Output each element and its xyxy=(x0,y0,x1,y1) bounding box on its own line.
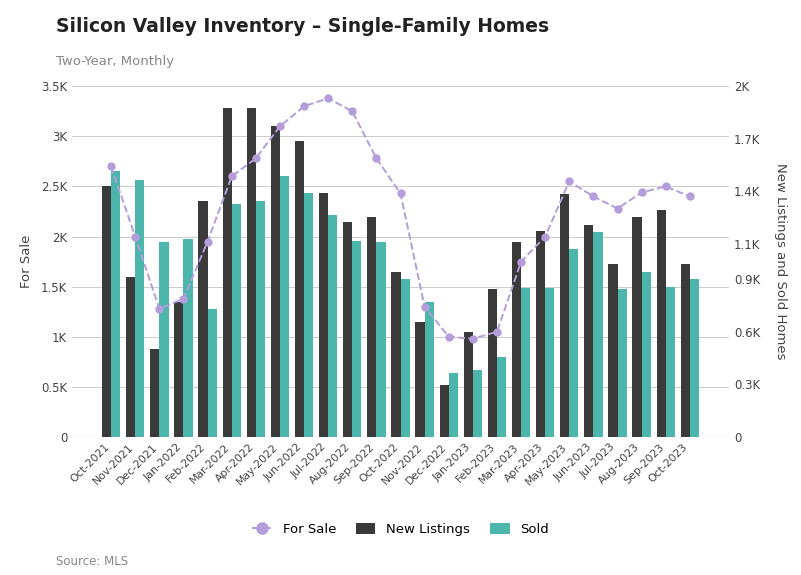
Bar xyxy=(199,201,207,437)
Bar xyxy=(440,385,449,437)
Legend: For Sale, New Listings, Sold: For Sale, New Listings, Sold xyxy=(246,516,555,543)
Bar xyxy=(271,126,280,437)
For Sale xyxy=(420,303,429,310)
For Sale xyxy=(613,205,622,212)
For Sale xyxy=(227,173,236,180)
Bar xyxy=(400,279,409,437)
Bar xyxy=(280,177,289,437)
For Sale xyxy=(324,95,333,102)
Bar xyxy=(328,214,337,437)
Bar xyxy=(295,141,304,437)
Bar xyxy=(223,108,231,437)
For Sale xyxy=(348,108,357,115)
Bar xyxy=(256,201,265,437)
Bar xyxy=(376,242,385,437)
Bar xyxy=(126,277,135,437)
Bar xyxy=(609,263,618,437)
Bar xyxy=(594,232,602,437)
For Sale xyxy=(661,183,670,190)
Bar xyxy=(207,309,217,437)
Text: Two-Year, Monthly: Two-Year, Monthly xyxy=(56,55,174,68)
Bar xyxy=(657,209,666,437)
Bar xyxy=(545,288,554,437)
For Sale xyxy=(107,163,116,170)
Bar xyxy=(584,225,594,437)
Y-axis label: For Sale: For Sale xyxy=(20,235,33,288)
Bar xyxy=(135,181,144,437)
Bar xyxy=(666,287,675,437)
Bar xyxy=(343,221,352,437)
Bar xyxy=(512,242,521,437)
For Sale xyxy=(131,233,140,240)
Bar xyxy=(150,349,159,437)
For Sale xyxy=(589,193,598,200)
For Sale xyxy=(179,295,188,302)
For Sale xyxy=(517,258,526,265)
Bar xyxy=(521,288,530,437)
Bar xyxy=(618,289,626,437)
Bar xyxy=(488,289,497,437)
Bar xyxy=(464,332,473,437)
Bar xyxy=(690,279,699,437)
For Sale xyxy=(444,334,453,340)
Bar xyxy=(367,217,376,437)
Bar xyxy=(304,193,313,437)
Bar xyxy=(536,231,545,437)
Bar xyxy=(425,302,434,437)
Y-axis label: New Listings and Sold Homes: New Listings and Sold Homes xyxy=(774,163,787,360)
For Sale xyxy=(541,233,550,240)
For Sale xyxy=(203,238,212,245)
Bar xyxy=(247,108,256,437)
For Sale xyxy=(275,123,284,130)
Bar xyxy=(633,217,642,437)
Bar xyxy=(416,322,425,437)
Bar xyxy=(111,171,120,437)
Line: For Sale: For Sale xyxy=(107,95,694,342)
For Sale xyxy=(372,155,381,162)
Text: Silicon Valley Inventory – Single-Family Homes: Silicon Valley Inventory – Single-Family… xyxy=(56,17,549,36)
Bar xyxy=(560,194,570,437)
For Sale xyxy=(637,189,646,196)
Bar xyxy=(681,263,690,437)
Bar xyxy=(175,302,183,437)
Bar xyxy=(570,248,578,437)
Bar xyxy=(231,204,241,437)
Bar xyxy=(183,239,192,437)
For Sale xyxy=(565,178,574,185)
Bar xyxy=(449,373,458,437)
Bar xyxy=(159,242,168,437)
For Sale xyxy=(155,305,164,312)
For Sale xyxy=(251,155,260,162)
Bar xyxy=(392,271,400,437)
Text: Source: MLS: Source: MLS xyxy=(56,554,128,568)
For Sale xyxy=(492,328,501,335)
For Sale xyxy=(396,190,405,197)
For Sale xyxy=(685,193,694,200)
For Sale xyxy=(300,103,309,110)
For Sale xyxy=(468,335,477,342)
Bar xyxy=(642,271,651,437)
Bar xyxy=(352,240,361,437)
Bar xyxy=(473,370,482,437)
Bar xyxy=(319,193,328,437)
Bar xyxy=(102,186,111,437)
Bar xyxy=(497,357,506,437)
